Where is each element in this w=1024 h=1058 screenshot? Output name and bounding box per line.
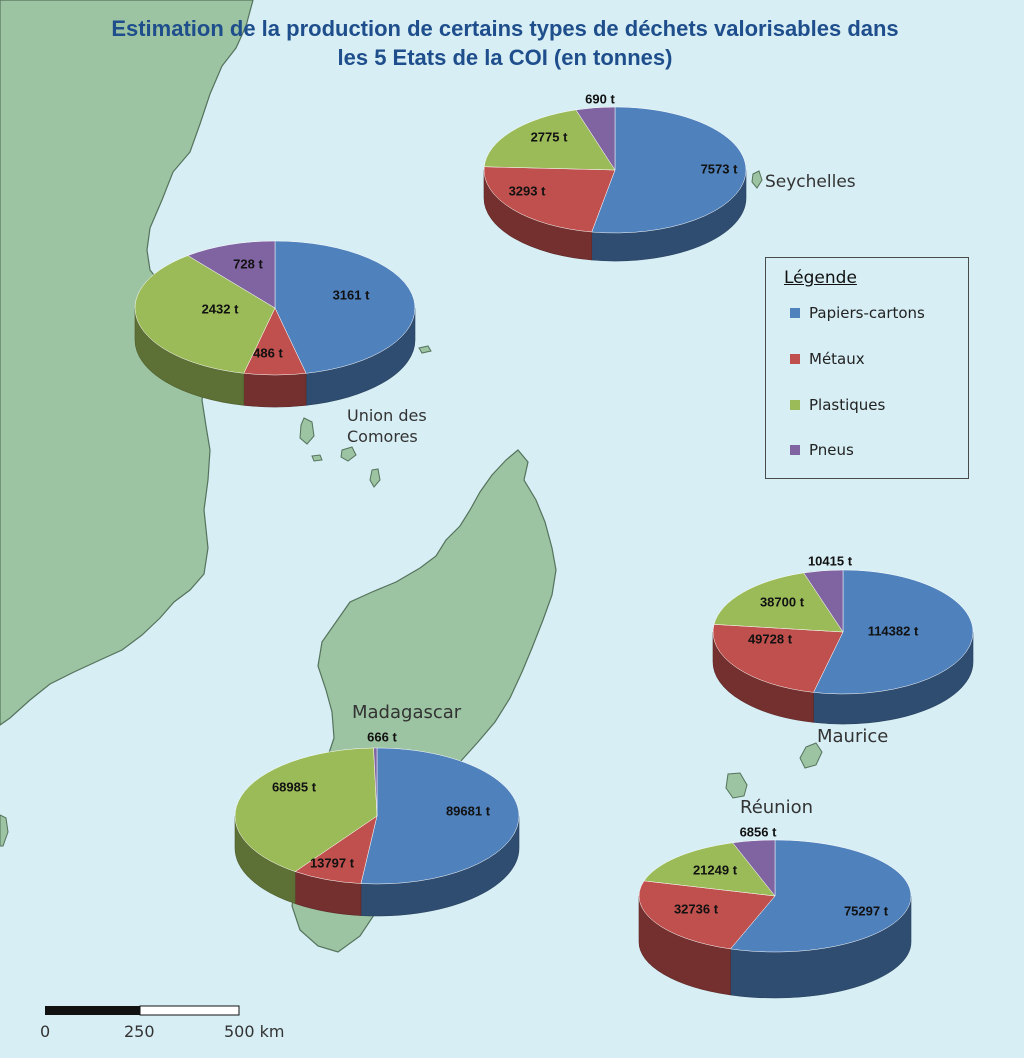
pie-slice-4-0 <box>729 839 912 953</box>
label-madagascar: Madagascar <box>352 702 462 723</box>
pie-label-1-3: 728 t <box>233 256 263 271</box>
pie-slice-0-2 <box>483 109 616 171</box>
pie-label-0-2: 2775 t <box>531 129 569 144</box>
legend-swatch-papiers <box>790 308 800 318</box>
label-maurice: Maurice <box>817 726 889 747</box>
legend-label-metaux: Métaux <box>809 350 865 368</box>
scale-bar <box>45 1005 240 1016</box>
pie-slice-4-1 <box>638 880 776 950</box>
pie-label-2-1: 13797 t <box>310 855 355 870</box>
grande-comore-island <box>299 417 315 445</box>
islet-left-edge <box>0 814 9 847</box>
islet-north <box>418 345 432 354</box>
pie-label-3-2: 38700 t <box>760 594 805 609</box>
label-comores-line2: Comores <box>347 427 418 446</box>
pie-slice-0-1 <box>483 166 616 233</box>
pie-label-1-2: 2432 t <box>202 301 240 316</box>
pie-label-1-1: 486 t <box>253 345 283 360</box>
pie-slice-2-0 <box>360 747 520 885</box>
scale-tick-500: 500 km <box>224 1022 285 1041</box>
pie-label-3-1: 49728 t <box>748 631 793 646</box>
legend-title: Légende <box>784 268 857 288</box>
maurice-island <box>799 742 823 769</box>
pie-chart-1: 3161 t 486 t 2432 t 728 t <box>134 240 416 408</box>
pie-slice-2-2 <box>234 747 378 872</box>
label-comores-line1: Union des <box>347 406 427 425</box>
pie-label-0-1: 3293 t <box>509 183 547 198</box>
pie-slice-3-3 <box>803 569 844 633</box>
anjouan-island <box>340 446 357 462</box>
pie-chart-4: 75297 t 32736 t 21249 t 6856 t <box>638 824 912 999</box>
legend-label-pneus: Pneus <box>809 441 854 459</box>
moheli-island <box>311 454 323 462</box>
pie-label-4-2: 21249 t <box>693 862 738 877</box>
pie-label-1-0: 3161 t <box>333 287 371 302</box>
legend-item-papiers: Papiers-cartons <box>790 303 925 323</box>
scale-bar-black-segment <box>45 1006 140 1015</box>
pie-label-3-0: 114382 t <box>868 623 919 638</box>
map-title: Estimation de la production de certains … <box>0 14 1010 72</box>
map-title-line2: les 5 Etats de la COI (en tonnes) <box>337 45 673 70</box>
pie-label-0-0: 7573 t <box>701 161 739 176</box>
pie-slice-4-2 <box>643 842 776 897</box>
pie-label-4-1: 32736 t <box>674 901 719 916</box>
legend-item-plastiques: Plastiques <box>790 395 885 415</box>
pie-slice-3-1 <box>712 624 844 693</box>
pie-slice-0-0 <box>591 106 747 234</box>
pie-side-1-1 <box>243 372 307 408</box>
legend-item-metaux: Métaux <box>790 349 865 369</box>
pie-label-3-3: 10415 t <box>808 553 853 568</box>
pie-chart-0: 7573 t 3293 t 2775 t 690 t <box>483 91 747 262</box>
legend-label-papiers: Papiers-cartons <box>809 304 925 322</box>
reunion-island <box>725 772 748 799</box>
label-seychelles: Seychelles <box>765 172 856 192</box>
legend-swatch-metaux <box>790 354 800 364</box>
pie-chart-2: 89681 t 13797 t 68985 t 666 t <box>234 729 520 917</box>
map-title-line1: Estimation de la production de certains … <box>111 16 899 41</box>
legend-swatch-pneus <box>790 445 800 455</box>
pie-label-0-3: 690 t <box>585 91 615 106</box>
pie-label-2-2: 68985 t <box>272 779 317 794</box>
label-reunion: Réunion <box>740 797 814 818</box>
legend-box: Légende Papiers-cartons Métaux Plastique… <box>765 257 969 479</box>
pie-slice-4-3 <box>732 839 776 897</box>
pie-slice-2-3 <box>373 747 378 817</box>
scale-bar-white-segment <box>139 1005 240 1016</box>
pie-label-4-0: 75297 t <box>844 903 889 918</box>
pie-label-2-3: 666 t <box>367 729 397 744</box>
pie-label-4-3: 6856 t <box>740 824 778 839</box>
pie-slice-3-2 <box>713 572 844 633</box>
pie-slice-1-2 <box>134 255 276 374</box>
scale-tick-250: 250 <box>124 1022 155 1041</box>
legend-item-pneus: Pneus <box>790 440 854 460</box>
pie-label-2-0: 89681 t <box>446 803 491 818</box>
pie-slice-3-0 <box>813 569 974 695</box>
seychelles-island <box>751 170 763 189</box>
pie-slice-1-0 <box>274 240 416 374</box>
pie-slice-1-3 <box>187 240 276 309</box>
legend-swatch-plastiques <box>790 400 800 410</box>
mayotte-island <box>369 468 381 488</box>
pie-charts: 7573 t 3293 t 2775 t 690 t 3161 t 486 t 2432 t… <box>134 91 974 999</box>
pie-chart-3: 114382 t 49728 t 38700 t 10415 t <box>712 553 974 725</box>
scale-tick-0: 0 <box>40 1022 51 1041</box>
legend-label-plastiques: Plastiques <box>809 396 886 414</box>
pie-slice-0-3 <box>575 106 616 171</box>
